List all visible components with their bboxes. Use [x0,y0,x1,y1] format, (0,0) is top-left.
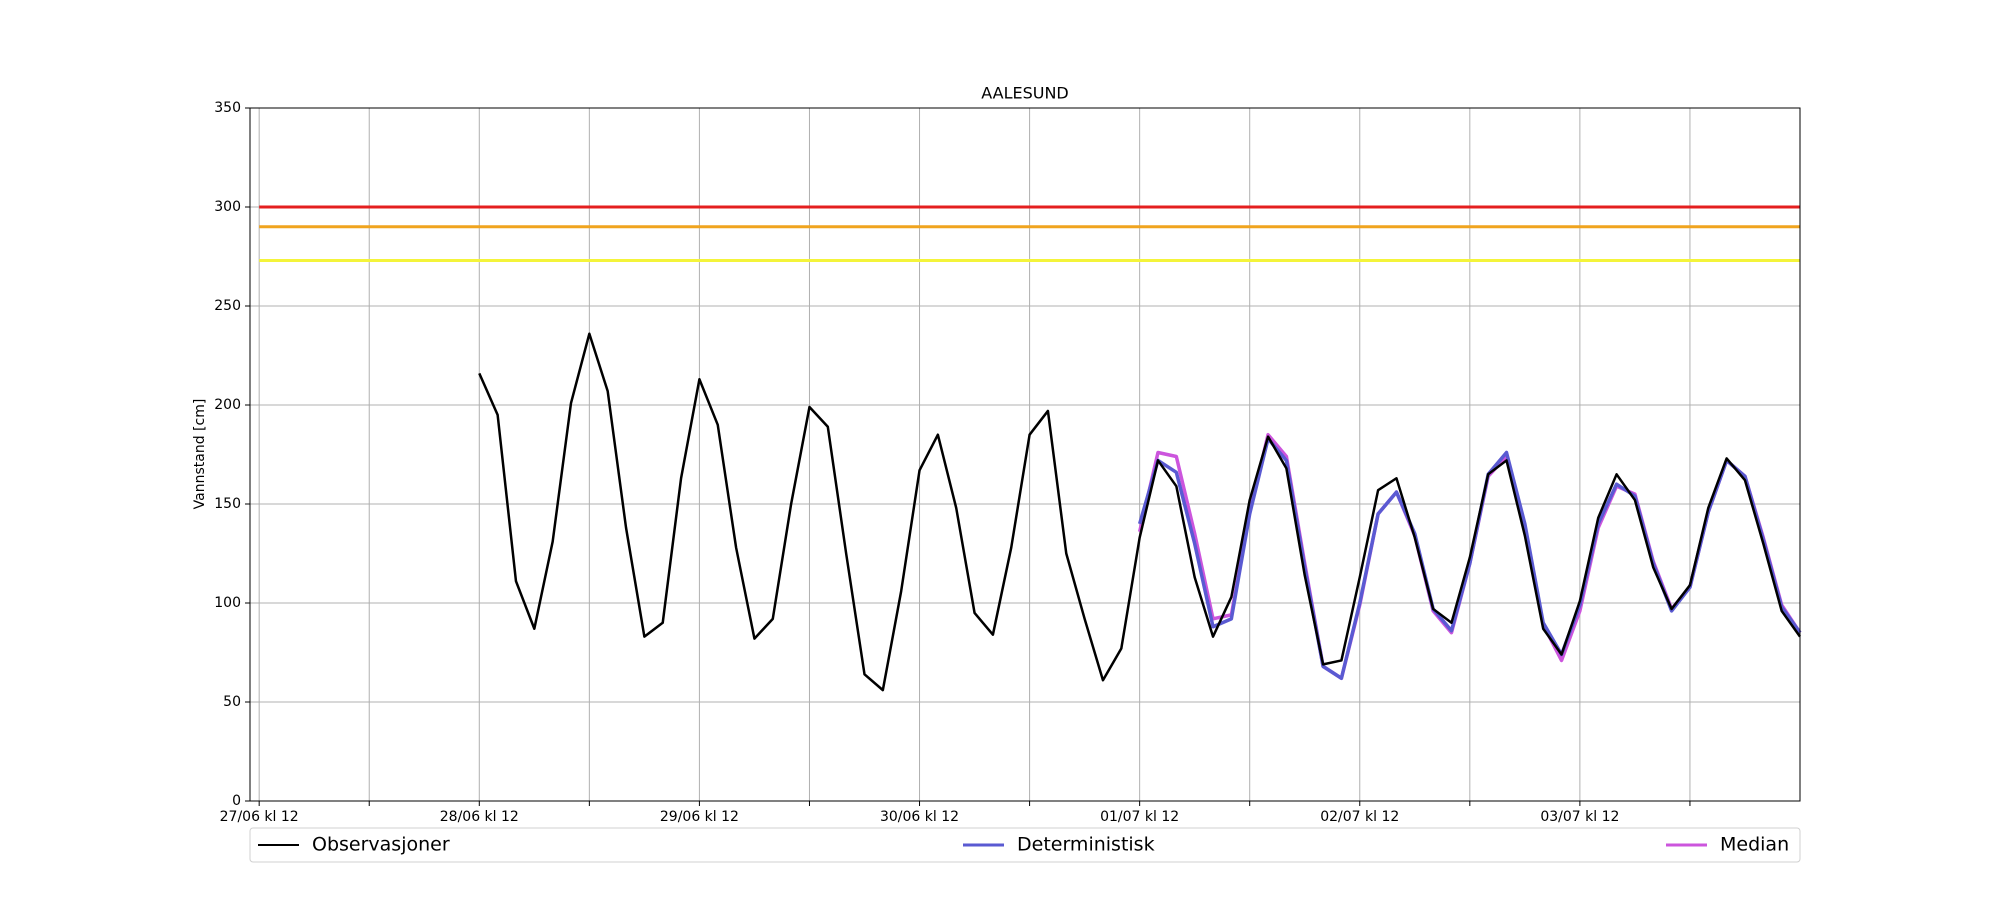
y-tick-label: 300 [214,199,241,215]
x-tick-label: 29/06 kl 12 [660,809,739,825]
y-tick-label: 150 [214,496,241,512]
y-tick-label: 50 [223,694,241,710]
x-tick-label: 02/07 kl 12 [1320,809,1399,825]
plot-frame [249,107,1801,802]
x-tick-label: 30/06 kl 12 [880,809,959,825]
legend-label: Median [1720,834,1789,856]
y-tick-label: 0 [232,793,241,809]
y-tick-label: 250 [214,298,241,314]
legend-label: Observasjoner [312,834,450,856]
x-tick-label: 28/06 kl 12 [440,809,519,825]
x-tick-label: 27/06 kl 12 [220,809,299,825]
y-tick-label: 100 [214,595,241,611]
legend-box [249,827,1801,863]
series-line [478,332,1802,692]
x-tick-label: 03/07 kl 12 [1540,809,1619,825]
y-axis-label: Vannstand [cm] [192,399,208,510]
y-tick-label: 200 [214,397,241,413]
legend-label: Deterministisk [1017,834,1155,856]
chart-title: AALESUND [981,84,1069,103]
y-tick-label: 350 [214,100,241,116]
x-tick-label: 01/07 kl 12 [1100,809,1179,825]
